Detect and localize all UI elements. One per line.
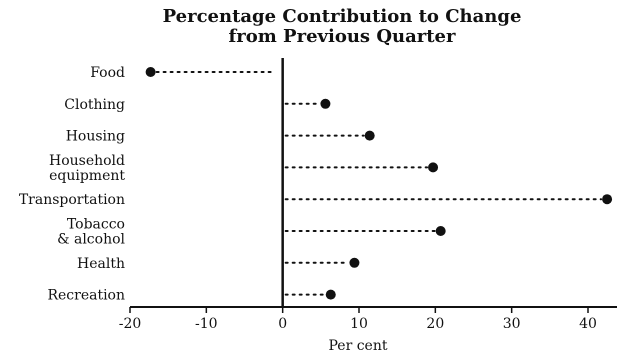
category-label: Clothing — [64, 97, 125, 113]
category-label: & alcohol — [57, 232, 125, 248]
data-point — [145, 67, 156, 77]
category-label: equipment — [49, 168, 125, 184]
axes: -20 -10 0 10 20 30 40 — [119, 58, 617, 332]
x-axis-label: Per cent — [329, 338, 388, 354]
x-tick-label: 30 — [503, 316, 521, 332]
data-point — [435, 226, 446, 236]
data-points — [145, 67, 613, 300]
x-tick-label: 40 — [579, 316, 597, 332]
category-label: Food — [90, 65, 125, 81]
data-point — [428, 162, 439, 173]
title-line-1: Percentage Contribution to Change — [163, 6, 522, 27]
category-label: Housing — [66, 129, 125, 145]
category-label: Health — [77, 256, 125, 272]
x-tick-label: -20 — [119, 316, 142, 332]
x-tick-label: 0 — [278, 316, 287, 332]
category-label: Transportation — [19, 192, 125, 208]
x-tick-label: -10 — [195, 316, 218, 332]
category-label: Household — [49, 153, 125, 169]
data-point — [349, 257, 360, 268]
title-line-2: from Previous Quarter — [229, 26, 456, 47]
data-point — [602, 194, 613, 205]
x-tick-label: 20 — [426, 316, 444, 332]
category-label: Tobacco — [67, 217, 125, 233]
data-point — [325, 289, 336, 300]
x-tick-label: 10 — [350, 316, 368, 332]
data-point — [364, 130, 375, 141]
category-label: Recreation — [47, 288, 125, 304]
data-point — [320, 98, 331, 109]
leader-lines — [155, 71, 603, 296]
